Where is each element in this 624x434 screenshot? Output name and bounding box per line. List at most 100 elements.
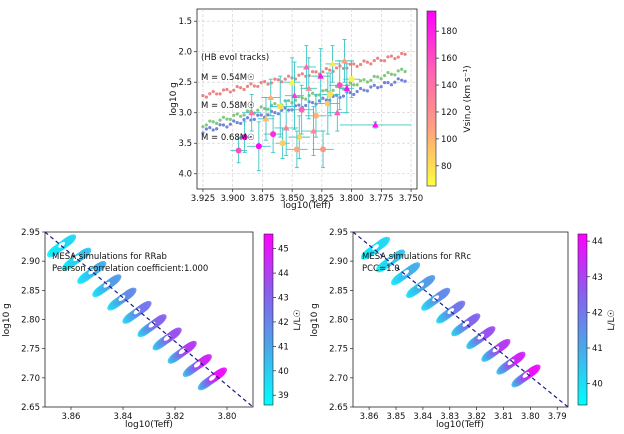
hb-track-point <box>365 89 370 93</box>
hb-track-point <box>396 77 400 81</box>
rrab-annotation-title: MESA simulations for RRab <box>52 252 167 262</box>
rrc-loop-blob <box>374 236 391 250</box>
top-cbar-tick-label: 160 <box>441 54 457 64</box>
hb-track-point <box>256 84 260 89</box>
top-grid <box>197 9 417 189</box>
hb-track-point <box>245 116 250 120</box>
hb-track-point <box>331 69 335 74</box>
top-x-axis-label: log10(Teff) <box>283 201 331 211</box>
hb-track-point <box>352 83 356 87</box>
hb-track-point <box>403 69 407 74</box>
star-circle-marker <box>320 146 327 153</box>
top-cbar-tick-label: 80 <box>441 162 452 172</box>
rrab-loop-blob <box>136 300 152 314</box>
hb-track-point <box>376 75 380 79</box>
hb-track-point <box>379 77 383 81</box>
top-hb-tracks <box>201 51 407 135</box>
hb-track-point <box>215 127 219 131</box>
hb-track-point <box>256 108 260 112</box>
rrab-x-tick-label: 3.82 <box>166 412 185 422</box>
top-colorbar <box>426 10 437 187</box>
rrab-cbar-tick-label: 44 <box>278 269 289 279</box>
rrc-loop-center <box>492 346 500 353</box>
rrc-loop-blob <box>405 262 421 276</box>
rrab-colorbar <box>263 233 274 406</box>
rrab-y-tick-label: 2.90 <box>21 257 40 267</box>
rrc-panel: 3.86 3.85 3.84 3.83 3.82 3.81 3.80 3.79 2.65 2.7… <box>310 228 617 430</box>
hb-track-point <box>245 109 250 113</box>
rrc-loop-blob <box>480 326 496 340</box>
star-triangle-marker <box>329 60 336 67</box>
hb-track-point <box>369 85 373 89</box>
rrab-y-tick-label: 2.80 <box>21 316 40 326</box>
hb-track-point <box>266 107 270 111</box>
top-y-axis-label: log10 g <box>169 82 179 116</box>
hb-track-point <box>232 113 236 117</box>
hb-track-point <box>225 117 229 121</box>
hb-track-point <box>382 74 387 78</box>
hb-track-point <box>331 88 335 92</box>
hb-track-point <box>372 83 376 87</box>
hb-track-point <box>273 101 277 106</box>
top-x-tick-label: 3.750 <box>399 194 423 204</box>
hb-track-point <box>376 86 380 90</box>
top-y-tick-label: 4.0 <box>178 170 192 180</box>
hb-track-point <box>256 113 260 117</box>
star-circle-marker <box>296 134 303 141</box>
hb-track-point <box>300 96 304 100</box>
hb-track-point <box>382 59 387 63</box>
rrab-loop-blob <box>91 260 107 274</box>
hb-track-point <box>204 127 208 131</box>
hb-track-point <box>369 78 373 82</box>
top-y-tick-label: 3.5 <box>178 139 192 149</box>
top-y-ticks: 1.5 2.0 2.5 3.0 3.5 4.0 <box>178 17 197 180</box>
hb-track-point <box>396 55 400 59</box>
rrc-loop-center <box>432 295 440 302</box>
star-triangle-marker <box>372 121 379 128</box>
hb-track-point <box>328 68 332 72</box>
rrab-cbar-tick-label: 45 <box>278 245 289 255</box>
rrab-cbar-tick-label: 39 <box>278 391 289 401</box>
rrab-loop-blob <box>151 314 167 328</box>
rrab-colorbar-label: L/L☉ <box>293 309 303 330</box>
rrc-cbar-tick-label: 41 <box>592 344 603 354</box>
hb-track-point <box>225 125 229 129</box>
hb-track-point <box>314 70 318 74</box>
rrab-y-tick-label: 2.85 <box>21 286 40 296</box>
star-circle-marker <box>324 100 331 107</box>
hb-track-point <box>310 70 315 74</box>
rrc-y-tick-label: 2.80 <box>329 316 348 326</box>
rrc-x-tick-label: 3.81 <box>494 412 513 422</box>
hb-track-point <box>348 62 352 66</box>
hb-track-point <box>280 80 284 84</box>
hb-track-point <box>379 58 383 63</box>
star-circle-marker <box>336 82 343 89</box>
hb-track-point <box>242 113 246 117</box>
rrc-annotation-pcc: PCC=1.0 <box>362 264 400 274</box>
hb-track-point <box>376 56 380 60</box>
hb-track-point <box>228 90 232 94</box>
hb-track-point <box>239 86 243 90</box>
rrc-loop-blob <box>510 351 526 365</box>
hb-track-point <box>355 64 359 68</box>
hb-track-point <box>310 91 315 95</box>
rrc-cbar-tick-label: 42 <box>592 308 603 318</box>
hb-track-point <box>362 59 366 63</box>
star-triangle-marker <box>305 84 313 91</box>
hb-track-point <box>221 115 226 119</box>
hb-track-point <box>304 103 308 108</box>
hb-track-point <box>324 88 328 92</box>
top-panel: 3.925 3.900 3.875 3.850 3.825 3.800 3.775 3.750… <box>169 8 473 211</box>
hb-track-point <box>362 88 366 92</box>
star-circle-marker <box>327 91 334 98</box>
rrab-loop-blob <box>211 367 227 381</box>
rrab-fit-line <box>44 231 254 408</box>
rrab-loop-blob <box>106 274 122 288</box>
track-label-068: M = 0.68M☉ <box>201 133 255 143</box>
hb-track-point <box>297 73 301 77</box>
hb-track-point <box>218 118 222 122</box>
hb-track-point <box>389 83 394 87</box>
top-cbar-tick-label: 140 <box>441 81 457 91</box>
rrab-loop-blob <box>76 247 92 261</box>
hb-track-point <box>400 51 404 56</box>
